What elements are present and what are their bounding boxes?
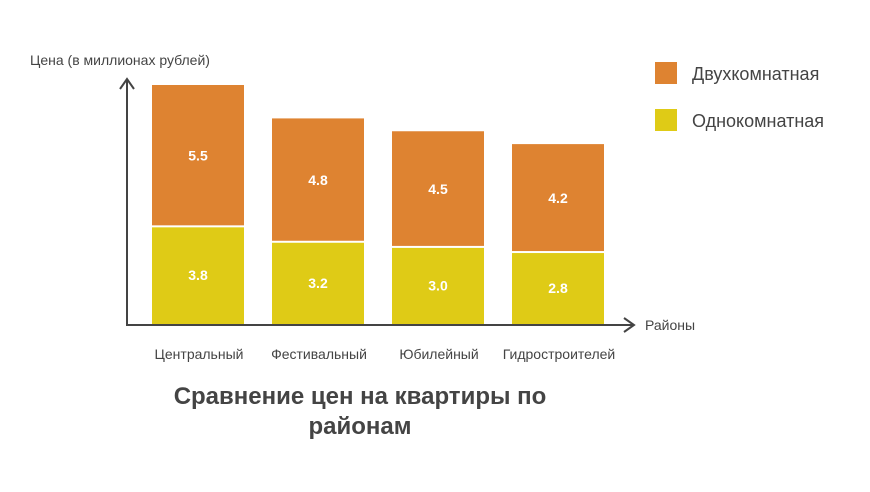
value-label-two-room-3: 4.2 (548, 190, 568, 206)
bar-one-room-1 (272, 242, 364, 324)
x-axis-arrow (623, 317, 636, 333)
legend-swatch-two-room (655, 62, 677, 84)
x-axis-label: Районы (645, 317, 695, 333)
value-label-one-room-3: 2.8 (548, 280, 568, 296)
x-tick-label-1: Фестивальный (271, 346, 367, 362)
x-tick-labels: Центральный Фестивальный Юбилейный Гидростр… (155, 346, 616, 362)
bar-two-room-3 (512, 144, 604, 252)
value-label-two-room-0: 5.5 (188, 148, 208, 164)
bar-two-room-0 (152, 85, 244, 226)
value-label-one-room-0: 3.8 (188, 267, 208, 283)
bar-one-room-0 (152, 227, 244, 324)
value-label-one-room-1: 3.2 (308, 275, 328, 291)
y-axis-label: Цена (в миллионах рублей) (30, 52, 210, 68)
bar-one-room-3 (512, 253, 604, 324)
bar-two-room-1 (272, 118, 364, 241)
x-tick-label-0: Центральный (155, 346, 244, 362)
bars-group: 3.8 5.5 3.2 4.8 3.0 4.5 2.8 4.2 (152, 85, 604, 324)
axes-group: Цена (в миллионах рублей) Районы (30, 52, 695, 333)
bar-one-room-2 (392, 247, 484, 324)
value-label-two-room-1: 4.8 (308, 172, 328, 188)
legend-swatch-one-room (655, 109, 677, 131)
legend-label-two-room: Двухкомнатная (692, 64, 819, 84)
chart-title: Сравнение цен на квартиры по районам (173, 383, 547, 440)
y-axis-arrow (119, 77, 135, 90)
legend: Двухкомнатная Однокомнатная (655, 62, 824, 131)
legend-label-one-room: Однокомнатная (692, 111, 824, 131)
value-label-two-room-2: 4.5 (428, 181, 448, 197)
value-label-one-room-2: 3.0 (428, 277, 448, 293)
bar-two-room-2 (392, 131, 484, 246)
x-tick-label-2: Юбилейный (399, 346, 478, 362)
x-tick-label-3: Гидростроителей (503, 346, 616, 362)
